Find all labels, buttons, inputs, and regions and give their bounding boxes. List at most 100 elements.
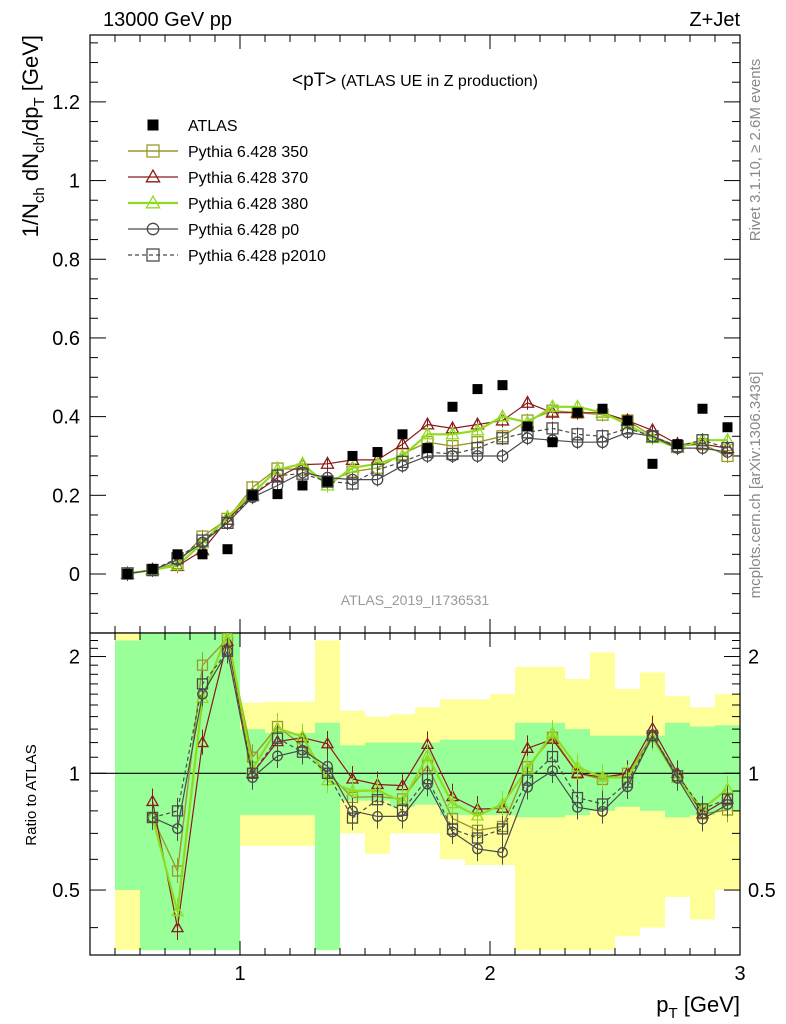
series-4-point bbox=[346, 477, 359, 490]
series-4-ratio-point bbox=[346, 812, 359, 824]
ratio-y-tick-label: 1 bbox=[69, 763, 80, 785]
axis-titles: pT [GeV] 1/Nch dNch/dpT [GeV] Ratio to ATL… bbox=[18, 35, 740, 1022]
legend-marker bbox=[145, 194, 161, 209]
atlas-data-point bbox=[472, 384, 483, 395]
series-4-ratio-point bbox=[246, 767, 259, 779]
series-4-point bbox=[596, 430, 609, 443]
legend-item: Pythia 6.428 380 bbox=[128, 194, 308, 213]
series-2-ratio-point bbox=[570, 760, 585, 772]
series-4-ratio-point bbox=[146, 811, 159, 824]
atlas-data-point bbox=[272, 489, 283, 500]
atlas-data-point bbox=[247, 490, 258, 501]
series-4-point bbox=[496, 432, 509, 445]
x-axis-title: pT [GeV] bbox=[656, 992, 740, 1022]
ratio-uncertainty-bands bbox=[115, 633, 740, 951]
ratio-band-inner bbox=[165, 633, 190, 951]
series-3-ratio-point bbox=[272, 750, 283, 762]
ratio-y-tick-label-right: 2 bbox=[748, 647, 759, 669]
atlas-data-point bbox=[297, 480, 308, 491]
series-1-point bbox=[320, 456, 335, 469]
series-2-ratio-point bbox=[545, 726, 560, 738]
atlas-data-point bbox=[372, 447, 383, 458]
legend-label: Pythia 6.428 370 bbox=[188, 170, 308, 187]
atlas-data-point bbox=[597, 403, 608, 414]
series-4-point bbox=[196, 534, 209, 547]
mcplots-reference-label: mcplots.cern.ch [arXiv:1306.3436] bbox=[747, 372, 764, 599]
series-2-main bbox=[120, 399, 735, 581]
legend-item: Pythia 6.428 p2010 bbox=[128, 248, 326, 265]
legend-label: Pythia 6.428 350 bbox=[188, 144, 308, 161]
series-4-ratio-point bbox=[721, 793, 734, 805]
atlas-data-point bbox=[197, 549, 208, 560]
y-tick-label: 0.8 bbox=[52, 249, 80, 271]
series-1-point bbox=[520, 395, 535, 408]
series-4-ratio-point bbox=[446, 823, 459, 835]
series-2-ratio-point bbox=[595, 770, 610, 782]
series-4-ratio-point bbox=[621, 776, 634, 788]
series-4-ratio-point bbox=[296, 746, 309, 758]
series-2-point bbox=[445, 426, 460, 440]
y-tick-label: 0.6 bbox=[52, 328, 80, 350]
rivet-version-label: Rivet 3.1.10, ≥ 2.6M events bbox=[747, 59, 764, 242]
series-3-ratio-point bbox=[497, 847, 508, 858]
atlas-data-point bbox=[647, 458, 658, 469]
legend-label: ATLAS bbox=[188, 118, 238, 135]
series-4-ratio-point bbox=[571, 791, 584, 804]
series-4-ratio-point bbox=[396, 804, 409, 816]
series-4-ratio-point bbox=[546, 750, 559, 763]
ratio-axis-title: Ratio to ATLAS bbox=[23, 744, 40, 845]
legend: ATLAS Pythia 6.428 350 Pythia 6.428 370 Pyt… bbox=[128, 118, 326, 265]
atlas-data-point bbox=[572, 407, 583, 418]
series-4-point bbox=[571, 428, 584, 441]
atlas-data-point bbox=[622, 415, 633, 426]
series-4-point bbox=[296, 467, 309, 480]
y-tick-label: 1.2 bbox=[52, 92, 80, 114]
legend-marker bbox=[146, 144, 160, 158]
legend-label: Pythia 6.428 380 bbox=[188, 196, 308, 213]
series-3-point bbox=[496, 450, 509, 462]
series-4-point bbox=[396, 455, 409, 469]
series-4-ratio-point bbox=[521, 774, 534, 786]
series-4-ratio-point bbox=[271, 732, 284, 744]
legend-label: Pythia 6.428 p0 bbox=[188, 222, 299, 239]
series-4-point bbox=[696, 434, 709, 447]
legend-item: Pythia 6.428 350 bbox=[128, 144, 308, 161]
series-4-point bbox=[446, 447, 459, 461]
series-4-point bbox=[321, 475, 334, 488]
series-1-point bbox=[495, 412, 510, 426]
atlas-data-point bbox=[172, 549, 183, 560]
series-2-ratio-point bbox=[220, 633, 235, 638]
ratio-y-tick-label-right: 0.5 bbox=[748, 880, 776, 902]
series-2-ratio-point bbox=[445, 796, 460, 809]
y-tick-label: 0.4 bbox=[52, 407, 80, 429]
atlas-data-point bbox=[347, 450, 358, 461]
x-tick-label: 3 bbox=[734, 963, 745, 985]
legend-marker bbox=[146, 222, 160, 236]
series-2-ratio-point bbox=[495, 796, 510, 809]
plot-title: <pT> (ATLAS UE in Z production) bbox=[292, 70, 538, 91]
series-2-ratio-point bbox=[470, 808, 485, 821]
legend-item: Pythia 6.428 370 bbox=[128, 168, 308, 187]
series-0-ratio-point bbox=[196, 659, 209, 671]
x-tick-label: 1 bbox=[234, 963, 245, 985]
series-4-ratio-point bbox=[171, 805, 184, 817]
legend-item: Pythia 6.428 p0 bbox=[128, 222, 299, 239]
legend-marker bbox=[146, 248, 160, 262]
series-4-ratio-point bbox=[421, 772, 434, 785]
series-2-ratio-point bbox=[345, 783, 360, 796]
series-4-ratio-point bbox=[221, 645, 234, 657]
series-4-ratio-point bbox=[696, 803, 709, 815]
atlas-data bbox=[122, 380, 733, 579]
series-4-ratio-line bbox=[152, 649, 728, 839]
series-3-ratio-point bbox=[172, 823, 183, 835]
ratio-band-outer bbox=[615, 688, 640, 937]
legend-marker bbox=[147, 119, 159, 131]
ratio-y-tick-label: 0.5 bbox=[52, 880, 80, 902]
atlas-data-point bbox=[722, 422, 733, 433]
series-2-point bbox=[470, 422, 485, 436]
atlas-data-point bbox=[697, 403, 708, 414]
ratio-band-inner bbox=[115, 640, 140, 891]
series-1-ratio-point bbox=[320, 736, 335, 749]
series-4-point bbox=[271, 469, 284, 482]
y-axis-title: 1/Nch dNch/dpT [GeV] bbox=[18, 35, 48, 237]
